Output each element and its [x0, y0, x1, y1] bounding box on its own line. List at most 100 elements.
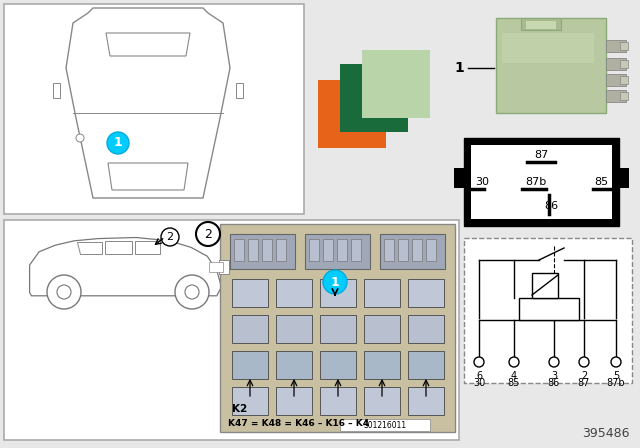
Bar: [320, 387, 356, 415]
Bar: [323, 239, 333, 261]
Bar: [340, 64, 408, 132]
Bar: [464, 238, 632, 383]
Bar: [620, 60, 628, 68]
Bar: [496, 18, 606, 113]
Polygon shape: [236, 83, 243, 98]
Bar: [351, 239, 361, 261]
Text: 86: 86: [544, 201, 558, 211]
Bar: [398, 239, 408, 261]
Bar: [219, 260, 229, 274]
Text: 85: 85: [508, 378, 520, 388]
Text: 1: 1: [331, 276, 339, 289]
Circle shape: [57, 285, 71, 299]
Text: 2: 2: [581, 371, 587, 381]
Circle shape: [549, 357, 559, 367]
Polygon shape: [135, 241, 160, 254]
Bar: [4, 220, 459, 440]
Polygon shape: [77, 242, 102, 254]
Bar: [408, 315, 444, 343]
Bar: [232, 387, 268, 415]
Bar: [464, 138, 619, 226]
Bar: [408, 279, 444, 307]
Text: 30: 30: [473, 378, 485, 388]
Bar: [318, 80, 386, 148]
Bar: [412, 239, 422, 261]
Text: K47 = K48 = K46 – K16 – K4: K47 = K48 = K46 – K16 – K4: [228, 419, 369, 428]
Text: 86: 86: [548, 378, 560, 388]
Circle shape: [76, 134, 84, 142]
Bar: [220, 224, 455, 432]
Bar: [340, 419, 430, 431]
Bar: [232, 279, 268, 307]
Bar: [380, 234, 445, 269]
Bar: [606, 58, 626, 70]
Bar: [620, 42, 628, 50]
Bar: [320, 279, 356, 307]
Bar: [209, 262, 223, 272]
Text: 87: 87: [534, 150, 548, 160]
Polygon shape: [106, 33, 190, 56]
Bar: [384, 239, 394, 261]
Bar: [4, 4, 304, 214]
Bar: [620, 92, 628, 100]
Text: 4: 4: [511, 371, 517, 381]
Polygon shape: [108, 163, 188, 190]
Polygon shape: [29, 237, 221, 296]
Bar: [408, 351, 444, 379]
Circle shape: [474, 357, 484, 367]
Bar: [606, 90, 626, 102]
Polygon shape: [619, 168, 629, 188]
Bar: [519, 298, 579, 320]
Bar: [364, 279, 400, 307]
Circle shape: [175, 275, 209, 309]
Bar: [471, 145, 612, 219]
Bar: [362, 50, 430, 118]
Circle shape: [185, 285, 199, 299]
Bar: [364, 315, 400, 343]
Circle shape: [323, 270, 347, 294]
Bar: [232, 351, 268, 379]
Polygon shape: [105, 241, 132, 254]
Circle shape: [47, 275, 81, 309]
Text: 1: 1: [114, 137, 122, 150]
Bar: [606, 74, 626, 86]
Bar: [276, 351, 312, 379]
Bar: [230, 234, 295, 269]
Bar: [309, 239, 319, 261]
Text: 2: 2: [204, 228, 212, 241]
Text: 85: 85: [594, 177, 608, 187]
Text: 395486: 395486: [582, 427, 630, 440]
Text: 3: 3: [551, 371, 557, 381]
Text: 2: 2: [166, 232, 173, 242]
Polygon shape: [66, 8, 230, 198]
Text: 30: 30: [475, 177, 489, 187]
Bar: [248, 239, 258, 261]
Circle shape: [611, 357, 621, 367]
Polygon shape: [53, 83, 60, 98]
Bar: [620, 76, 628, 84]
Circle shape: [107, 132, 129, 154]
Bar: [364, 351, 400, 379]
Text: 87b: 87b: [607, 378, 625, 388]
Bar: [276, 279, 312, 307]
Circle shape: [196, 222, 220, 246]
Bar: [526, 21, 556, 29]
Bar: [320, 315, 356, 343]
Circle shape: [579, 357, 589, 367]
Bar: [521, 18, 561, 30]
Text: S01216011: S01216011: [364, 421, 406, 430]
Polygon shape: [454, 168, 464, 188]
Bar: [232, 315, 268, 343]
Bar: [532, 273, 558, 298]
Bar: [502, 33, 594, 63]
Bar: [606, 40, 626, 52]
Bar: [276, 315, 312, 343]
Bar: [408, 387, 444, 415]
Text: K2: K2: [232, 404, 247, 414]
Bar: [276, 239, 286, 261]
Bar: [320, 351, 356, 379]
Bar: [262, 239, 272, 261]
Bar: [426, 239, 436, 261]
Text: 1: 1: [454, 61, 464, 75]
Circle shape: [161, 228, 179, 246]
